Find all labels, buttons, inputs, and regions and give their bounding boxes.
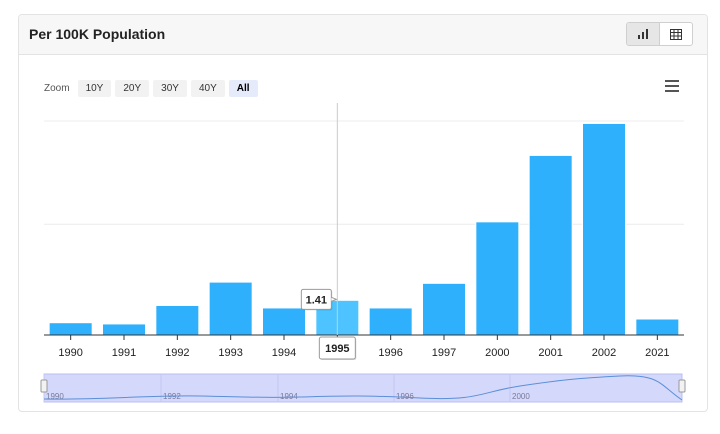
view-toggle [626, 22, 693, 46]
hamburger-menu-icon[interactable] [665, 80, 679, 92]
category-tooltip [318, 336, 356, 360]
bar-1991[interactable] [102, 323, 146, 336]
tooltip-value-label: 1.41 [306, 294, 327, 306]
zoom-30y-button[interactable]: 30Y [153, 80, 187, 97]
x-tick-label-1997: 1997 [432, 347, 456, 359]
x-tick-label-2000: 2000 [485, 347, 509, 359]
table-view-button[interactable] [659, 23, 692, 45]
navigator-label-1994: 1994 [280, 392, 298, 401]
bar-chart-icon [638, 29, 648, 39]
card-header: Per 100K Population [19, 15, 707, 55]
zoom-bar: Zoom 10Y 20Y 30Y 40Y All [44, 80, 258, 97]
x-tick-label-1991: 1991 [112, 347, 136, 359]
bar-2001[interactable] [528, 154, 573, 336]
x-tick-label-2021: 2021 [645, 347, 669, 359]
bar-1992[interactable] [155, 304, 200, 336]
x-tick-label-1993: 1993 [218, 347, 242, 359]
x-tick-label-1990: 1990 [58, 347, 82, 359]
x-tick-label-2001: 2001 [538, 347, 562, 359]
bar-1993[interactable] [208, 281, 253, 336]
x-tick-label-1996: 1996 [378, 347, 402, 359]
bar-1996[interactable] [368, 307, 413, 336]
chart-title: Per 100K Population [29, 26, 166, 42]
bar-2000[interactable] [475, 221, 520, 336]
zoom-all-button[interactable]: All [228, 80, 258, 97]
x-tick-label-2002: 2002 [592, 347, 616, 359]
zoom-label: Zoom [44, 83, 70, 94]
bar-2002[interactable] [582, 122, 626, 336]
bar-1997[interactable] [422, 282, 466, 336]
navigator-label-1990: 1990 [46, 392, 64, 401]
zoom-10y-button[interactable]: 10Y [77, 80, 112, 97]
x-tick-label-1994: 1994 [272, 347, 296, 359]
bar-1994[interactable] [262, 307, 306, 336]
chart-view-button[interactable] [627, 23, 659, 45]
navigator-series-line [43, 375, 683, 401]
x-tick-label-1992: 1992 [165, 347, 189, 359]
bar-2021[interactable] [635, 318, 680, 336]
navigator-label-2000: 2000 [512, 392, 530, 401]
navigator-label-1996: 1996 [396, 392, 414, 401]
table-icon [670, 28, 682, 40]
zoom-20y-button[interactable]: 20Y [115, 80, 150, 97]
zoom-40y-button[interactable]: 40Y [190, 80, 225, 97]
navigator-right-handle[interactable] [678, 379, 686, 393]
tooltip-pointer [331, 296, 338, 302]
navigator-left-handle[interactable] [40, 379, 48, 393]
bar-1990[interactable] [48, 322, 93, 336]
tooltip-category-label: 1995 [325, 343, 349, 355]
